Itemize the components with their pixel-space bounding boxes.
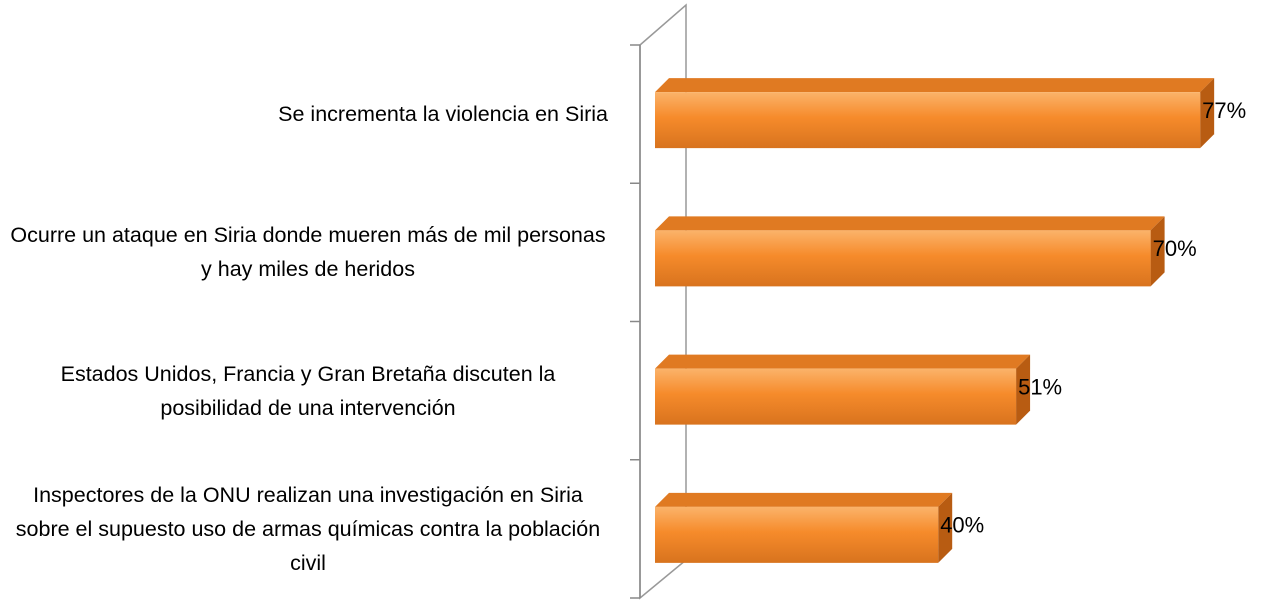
bar-top [655,78,1215,93]
bar-front [655,230,1151,287]
category-label: Ocurre un ataque en Siria donde mueren m… [10,223,606,282]
value-label: 70% [1153,236,1197,261]
value-label: 40% [940,513,984,538]
bar [655,354,1031,425]
bar-front [655,92,1201,149]
bar [655,216,1165,287]
category-label: Estados Unidos, Francia y Gran Bretaña d… [60,361,556,420]
value-label: 77% [1202,98,1246,123]
category-label: Se incrementa la violencia en Siria [278,102,608,127]
bar-end [1016,354,1031,425]
bar-top [655,354,1031,369]
bar-front [655,506,939,563]
bar-top [655,492,953,507]
bar-end [1200,78,1215,149]
bar-end [938,492,953,563]
bar-end [1150,216,1165,287]
value-label: 51% [1018,374,1062,399]
category-label: Inspectores de la ONU realizan una inves… [15,482,601,575]
bar [655,78,1215,149]
bar [655,492,953,563]
bar-front [655,368,1017,425]
bar-top [655,216,1165,231]
